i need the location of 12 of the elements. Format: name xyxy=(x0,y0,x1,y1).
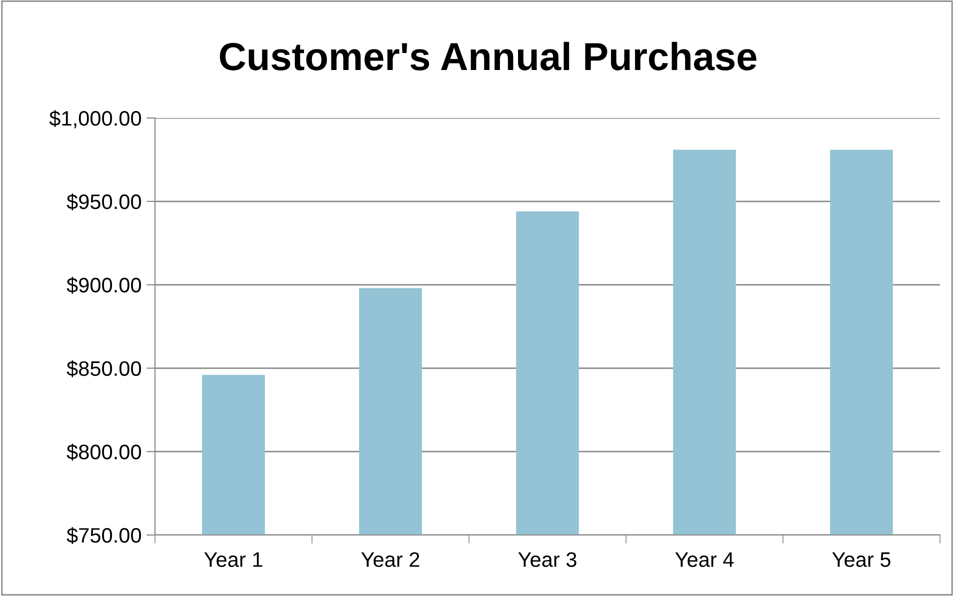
x-tick-label: Year 5 xyxy=(832,552,890,567)
x-tick-label: Year 1 xyxy=(204,552,262,567)
x-tick-label: Year 3 xyxy=(518,552,576,567)
y-tick-label: $1,000.00 xyxy=(49,110,141,128)
x-tick-label: Year 2 xyxy=(361,552,420,567)
y-tick-label: $750.00 xyxy=(66,527,141,544)
y-tick-label: $900.00 xyxy=(66,276,141,294)
y-tick-label: $950.00 xyxy=(66,194,141,210)
y-tick-label: $800.00 xyxy=(66,444,141,461)
y-tick-label: $850.00 xyxy=(66,360,141,378)
chart-title: Customer's Annual Purchase xyxy=(220,42,756,70)
x-tick-label: Year 4 xyxy=(675,552,734,567)
